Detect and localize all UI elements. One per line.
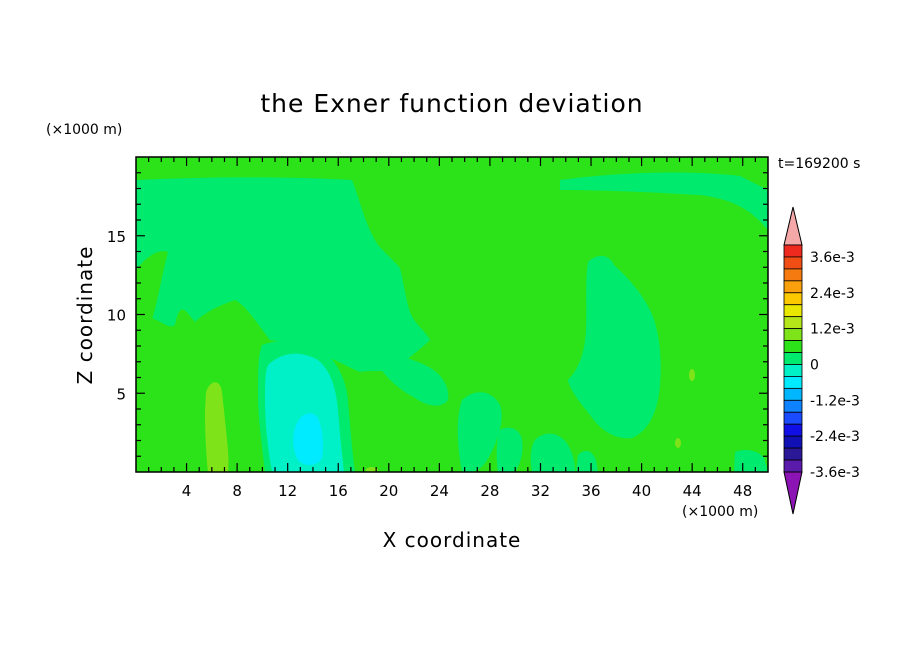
colorbar-swatch — [783, 352, 803, 365]
colorbar-swatch — [783, 280, 803, 294]
positive-column — [205, 382, 229, 472]
x-tick-label: 4 — [182, 482, 192, 500]
lower-negative-blob-a — [457, 392, 502, 472]
colorbar-swatch — [783, 399, 803, 413]
y-axis-label: Z coordinate — [73, 246, 97, 385]
lower-negative-blob-d — [576, 450, 598, 472]
chart-title: the Exner function deviation — [260, 89, 643, 118]
central-moderate-negative — [265, 353, 344, 472]
colorbar-swatch — [783, 292, 803, 306]
colorbar-swatch — [783, 268, 803, 282]
colorbar: 3.6e-3 2.4e-3 1.2e-3 0 -1.2e-3 -2.4e-3 -3.6e-3 — [783, 206, 860, 515]
positive-speck-b — [675, 438, 681, 448]
colorbar-swatch — [783, 364, 803, 377]
colorbar-label: 0 — [810, 357, 819, 373]
colorbar-swatch — [783, 411, 803, 425]
colorbar-over-triangle — [783, 206, 803, 246]
colorbar-swatch — [783, 256, 803, 270]
x-tick-label: 36 — [581, 482, 600, 500]
colorbar-swatch — [783, 435, 803, 449]
x-tick-label: 16 — [329, 482, 348, 500]
positive-speck-a — [689, 369, 695, 381]
x-axis-label: X coordinate — [383, 528, 522, 552]
upper-negative-plume — [136, 177, 430, 372]
x-tick-label: 32 — [531, 482, 550, 500]
y-axis-ticks: 5 10 15 — [107, 172, 768, 457]
x-tick-label: 12 — [278, 482, 297, 500]
y-tick-label: 5 — [116, 385, 126, 403]
lower-negative-blob-b — [496, 427, 523, 472]
colorbar-label: 3.6e-3 — [810, 250, 855, 266]
positive-speck-c — [366, 467, 378, 472]
right-negative-column — [568, 255, 661, 439]
y-tick-label: 10 — [107, 307, 126, 325]
colorbar-swatch — [783, 328, 803, 341]
colorbar-label: -2.4e-3 — [810, 429, 860, 445]
colorbar-swatch — [783, 447, 803, 461]
colorbar-swatch — [783, 387, 803, 401]
colorbar-label: -1.2e-3 — [810, 393, 860, 409]
colorbar-label: -3.6e-3 — [810, 465, 860, 481]
time-label: t=169200 s — [778, 156, 860, 172]
colorbar-label: 1.2e-3 — [810, 322, 855, 338]
x-tick-label: 24 — [430, 482, 449, 500]
negative-core — [293, 413, 323, 466]
mid-negative-blob — [375, 356, 449, 406]
x-tick-label: 8 — [232, 482, 242, 500]
x-axis-ticks: 4 8 12 16 20 24 28 32 36 40 44 48 — [148, 157, 756, 500]
contour-field — [136, 157, 768, 472]
lower-negative-blob-c — [530, 433, 575, 472]
colorbar-swatch — [783, 459, 803, 473]
x-tick-label: 48 — [733, 482, 752, 500]
y-unit-label: (×1000 m) — [46, 122, 122, 138]
left-zero-lobe — [136, 251, 168, 322]
colorbar-swatch — [783, 423, 803, 437]
upper-right-negative-band — [560, 172, 768, 230]
colorbar-swatch — [783, 244, 803, 258]
x-tick-label: 40 — [632, 482, 651, 500]
x-tick-label: 28 — [480, 482, 499, 500]
y-tick-label: 15 — [107, 228, 126, 246]
colorbar-label: 2.4e-3 — [810, 286, 855, 302]
colorbar-swatch — [783, 304, 803, 318]
colorbar-under-triangle — [783, 471, 803, 515]
x-unit-label: (×1000 m) — [682, 504, 758, 520]
x-tick-label: 20 — [379, 482, 398, 500]
colorbar-swatch — [783, 316, 803, 330]
colorbar-swatch — [783, 340, 803, 353]
x-tick-label: 44 — [683, 482, 702, 500]
colorbar-swatch — [783, 376, 803, 389]
